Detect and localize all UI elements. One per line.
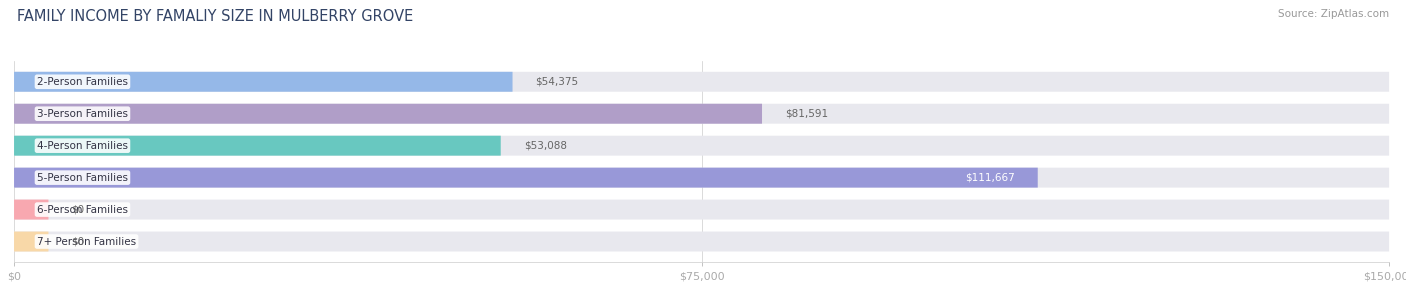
Text: $0: $0 bbox=[72, 205, 84, 215]
FancyBboxPatch shape bbox=[14, 136, 1389, 156]
Text: Source: ZipAtlas.com: Source: ZipAtlas.com bbox=[1278, 9, 1389, 19]
FancyBboxPatch shape bbox=[14, 104, 762, 124]
FancyBboxPatch shape bbox=[14, 231, 1389, 252]
Text: $54,375: $54,375 bbox=[536, 77, 578, 87]
Text: 2-Person Families: 2-Person Families bbox=[37, 77, 128, 87]
Text: $0: $0 bbox=[72, 237, 84, 246]
Text: $81,591: $81,591 bbox=[785, 109, 828, 119]
FancyBboxPatch shape bbox=[14, 104, 1389, 124]
FancyBboxPatch shape bbox=[14, 231, 48, 252]
Text: 5-Person Families: 5-Person Families bbox=[37, 173, 128, 183]
FancyBboxPatch shape bbox=[14, 136, 501, 156]
FancyBboxPatch shape bbox=[14, 168, 1038, 188]
FancyBboxPatch shape bbox=[14, 72, 1389, 92]
FancyBboxPatch shape bbox=[14, 72, 513, 92]
Text: $111,667: $111,667 bbox=[965, 173, 1015, 183]
Text: FAMILY INCOME BY FAMALIY SIZE IN MULBERRY GROVE: FAMILY INCOME BY FAMALIY SIZE IN MULBERR… bbox=[17, 9, 413, 24]
Text: 7+ Person Families: 7+ Person Families bbox=[37, 237, 136, 246]
Text: 4-Person Families: 4-Person Families bbox=[37, 141, 128, 151]
FancyBboxPatch shape bbox=[14, 199, 48, 220]
Text: 6-Person Families: 6-Person Families bbox=[37, 205, 128, 215]
FancyBboxPatch shape bbox=[14, 168, 1389, 188]
Text: 3-Person Families: 3-Person Families bbox=[37, 109, 128, 119]
Text: $53,088: $53,088 bbox=[523, 141, 567, 151]
FancyBboxPatch shape bbox=[14, 199, 1389, 220]
